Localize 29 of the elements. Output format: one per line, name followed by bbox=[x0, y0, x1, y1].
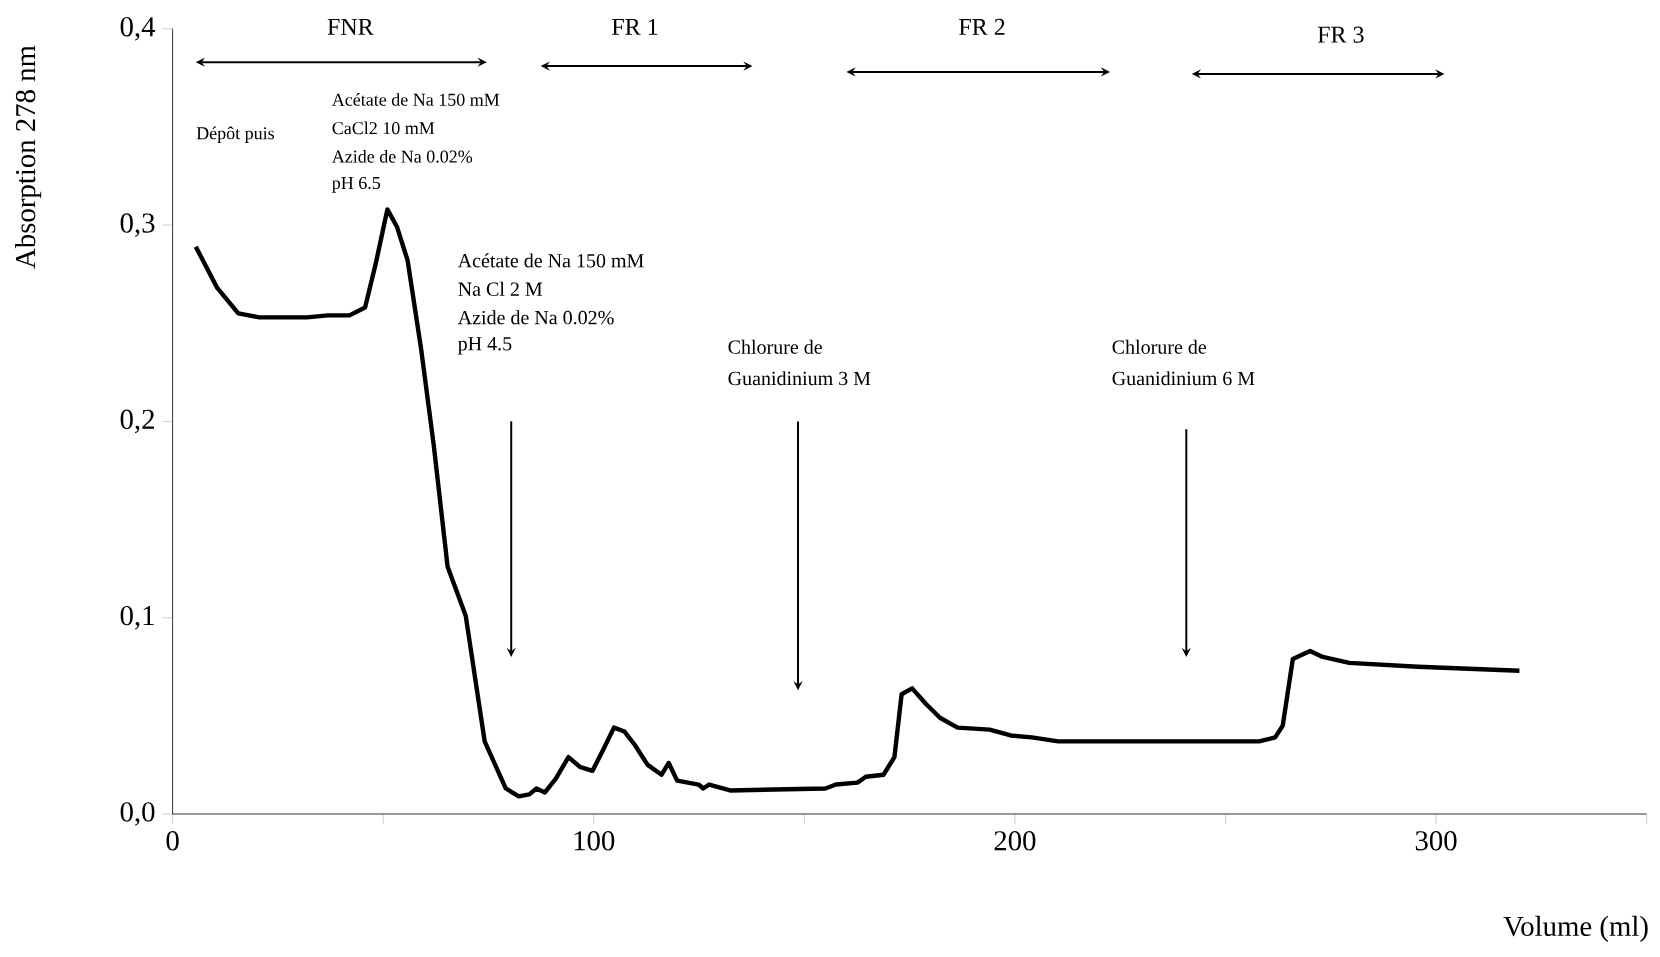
annotation: FR 1 bbox=[612, 18, 658, 35]
annotation: FNR bbox=[327, 18, 374, 35]
annotation: pH 4.5 bbox=[458, 337, 512, 355]
x-tick-label: 100 bbox=[574, 831, 615, 851]
line-series bbox=[193, 207, 1522, 799]
annotation: Guanidinium 6 M bbox=[1112, 371, 1255, 386]
annotation: Dépôt puis bbox=[196, 126, 275, 143]
annotation: Azide de Na 0.02% bbox=[331, 150, 473, 163]
x-tick-label: 300 bbox=[1415, 831, 1457, 851]
annotation: FR 2 bbox=[959, 18, 1005, 35]
annotation: Chlorure de bbox=[1112, 339, 1207, 354]
annotation: pH 6.5 bbox=[332, 176, 381, 193]
y-tick-label: 0,2 bbox=[120, 409, 154, 434]
annotation: Guanidinium 3 M bbox=[728, 371, 871, 386]
annotation: Chlorure de bbox=[728, 339, 822, 354]
annotation: Acétate de Na 150 mM bbox=[331, 93, 500, 106]
x-axis-title: Volume (ml) bbox=[1503, 915, 1648, 942]
annotation: Na Cl 2 M bbox=[458, 281, 543, 296]
y-tick-label: 0,3 bbox=[120, 213, 155, 237]
x-tick-label: 200 bbox=[994, 831, 1036, 851]
annotation: FR 3 bbox=[1317, 26, 1364, 43]
y-tick-label: 0,1 bbox=[120, 605, 154, 630]
annotation: CaCl2 10 mM bbox=[332, 121, 435, 135]
y-tick-label: 0,4 bbox=[120, 16, 156, 41]
y-tick-label: 0,0 bbox=[120, 802, 155, 826]
y-axis-title: Absorption 278 nm bbox=[15, 45, 42, 269]
annotation: Azide de Na 0.02% bbox=[457, 310, 614, 325]
x-tick-label: 0 bbox=[166, 831, 179, 851]
annotation: Acétate de Na 150 mM bbox=[457, 253, 644, 268]
